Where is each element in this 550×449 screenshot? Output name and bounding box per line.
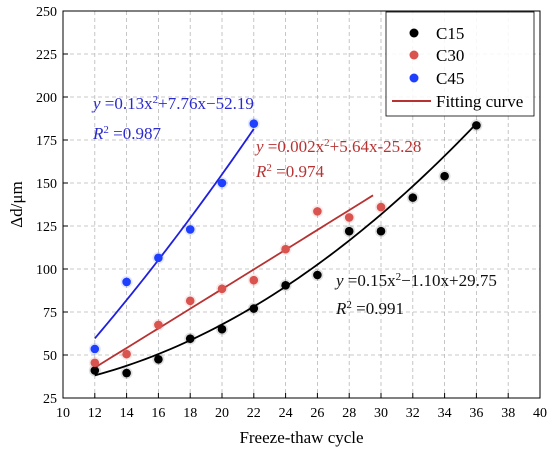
x-tick-label: 18 xyxy=(183,406,197,421)
legend-label-fit: Fitting curve xyxy=(436,92,523,111)
data-points xyxy=(88,117,483,380)
c15-r2: R2 =0.991 xyxy=(335,299,404,318)
point-c15 xyxy=(313,270,322,280)
x-tick-label: 34 xyxy=(438,406,452,421)
legend-box xyxy=(385,11,535,117)
y-tick-label: 250 xyxy=(36,5,57,20)
c45-r2: R2 =0.987 xyxy=(92,124,161,143)
y-tick-label: 75 xyxy=(43,306,57,321)
y-axis-label: Δd/μm xyxy=(7,181,26,228)
point-c30 xyxy=(313,207,322,216)
y-tick-label: 25 xyxy=(43,392,57,407)
point-c30 xyxy=(376,202,386,212)
point-c30 xyxy=(249,275,259,285)
legend-marker-c45 xyxy=(409,73,419,83)
point-c15 xyxy=(90,366,100,375)
point-c15 xyxy=(249,304,259,313)
point-c45 xyxy=(154,253,163,263)
point-c15 xyxy=(344,226,354,236)
point-c15 xyxy=(440,171,449,181)
y-tick-label: 125 xyxy=(36,220,57,235)
c30-r2: R2 =0.974 xyxy=(255,162,324,181)
point-c15 xyxy=(408,193,418,202)
fit-curve-c45 xyxy=(94,128,255,339)
x-tick-label: 10 xyxy=(56,406,70,421)
point-c30 xyxy=(217,284,227,294)
legend-label-c30: C30 xyxy=(436,46,464,65)
x-tick-label: 12 xyxy=(88,406,102,421)
x-tick-label: 24 xyxy=(279,406,293,421)
axis-ticks: 10 12 14 16 18 20 22 24 26 28 30 32 34 36 38 40 25 50 75 10… xyxy=(36,5,547,421)
c15-equation: y =0.15x2−1.10x+29.75 xyxy=(334,271,497,290)
point-c45 xyxy=(217,178,227,188)
y-tick-label: 200 xyxy=(36,91,57,106)
point-c15 xyxy=(154,355,163,364)
plot-frame xyxy=(62,10,541,399)
x-tick-label: 20 xyxy=(215,406,229,421)
x-tick-label: 38 xyxy=(501,406,515,421)
y-tick-label: 50 xyxy=(43,349,57,364)
x-tick-label: 40 xyxy=(533,406,547,421)
legend-marker-c15 xyxy=(409,28,419,38)
x-tick-label: 16 xyxy=(151,406,165,421)
point-c30 xyxy=(281,244,290,254)
point-c15 xyxy=(122,368,131,378)
legend-label-c45: C45 xyxy=(436,69,464,88)
grid xyxy=(63,11,540,398)
point-c30 xyxy=(185,296,195,306)
point-c15 xyxy=(185,334,195,343)
point-c30 xyxy=(90,358,100,368)
point-c45 xyxy=(249,119,259,128)
point-c30 xyxy=(154,320,163,330)
point-c45 xyxy=(122,277,131,287)
x-tick-label: 36 xyxy=(469,406,483,421)
point-c30 xyxy=(344,213,354,222)
y-tick-label: 175 xyxy=(36,134,57,149)
point-c15 xyxy=(376,226,386,236)
point-c15 xyxy=(217,324,227,334)
x-tick-label: 30 xyxy=(374,406,388,421)
y-tick-label: 150 xyxy=(36,177,57,192)
x-tick-label: 14 xyxy=(120,406,134,421)
x-axis-label: Freeze-thaw cycle xyxy=(239,428,363,447)
legend-label-c15: C15 xyxy=(436,24,464,43)
c45-equation: y =0.13x2+7.76x−52.19 xyxy=(91,94,254,113)
x-tick-label: 22 xyxy=(247,406,261,421)
x-tick-label: 28 xyxy=(342,406,356,421)
point-c15 xyxy=(472,121,481,130)
x-tick-label: 26 xyxy=(310,406,324,421)
y-tick-label: 100 xyxy=(36,263,57,278)
legend: C15 C30 C45 Fitting curve xyxy=(385,11,535,117)
point-c45 xyxy=(185,225,195,234)
point-c15 xyxy=(281,281,290,290)
point-c30 xyxy=(122,349,131,359)
c30-equation: y =0.002x2+5.64x-25.28 xyxy=(254,137,421,156)
y-tick-label: 225 xyxy=(36,48,57,63)
fit-curve-c30 xyxy=(94,194,374,369)
point-c45 xyxy=(90,344,100,354)
x-tick-label: 32 xyxy=(406,406,420,421)
legend-marker-c30 xyxy=(409,50,419,60)
